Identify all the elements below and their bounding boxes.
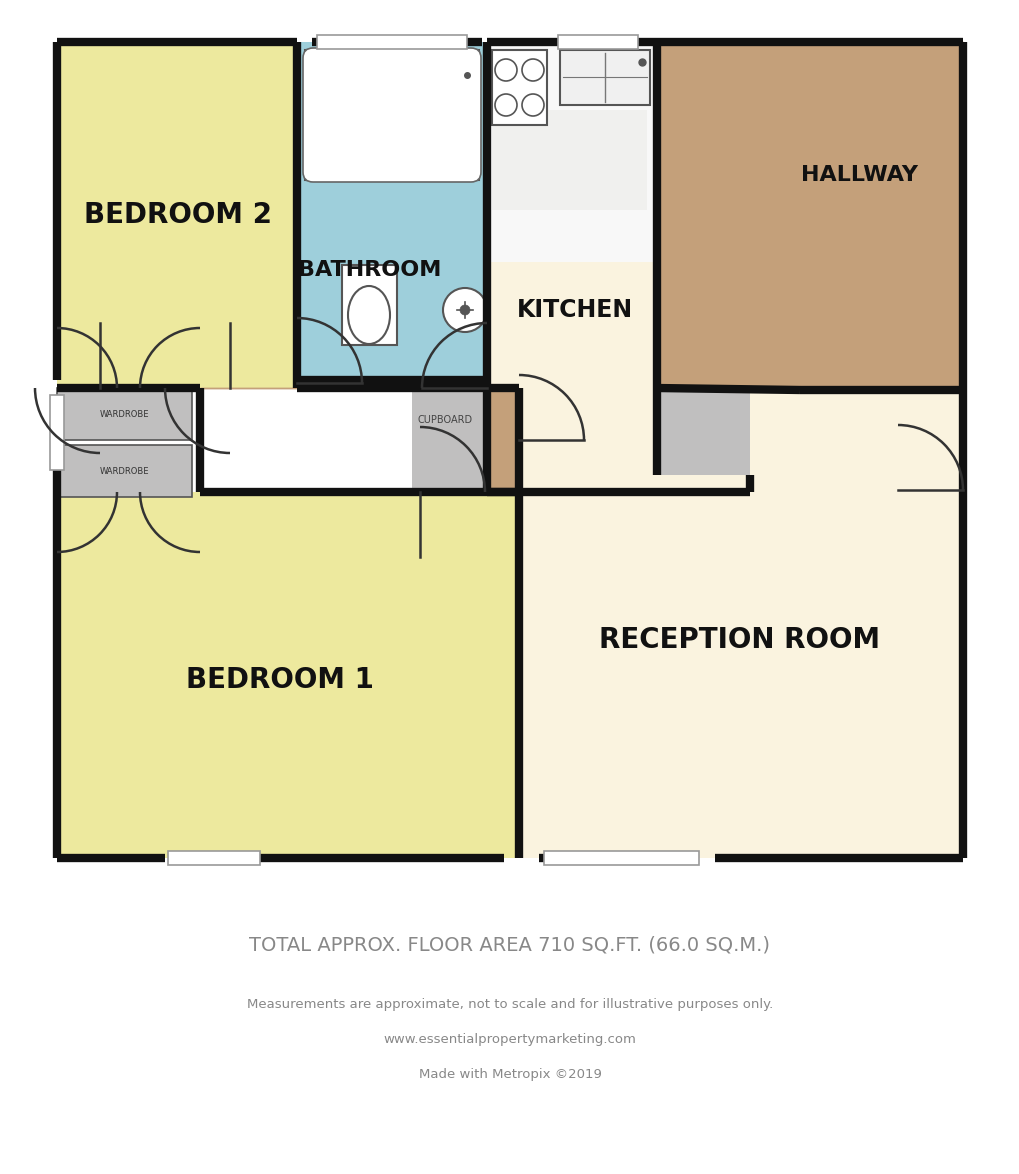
Text: WARDROBE: WARDROBE [99,410,149,418]
Bar [557,35,637,49]
Bar [297,42,486,380]
Bar [491,50,546,124]
Bar [519,390,962,858]
Bar [659,390,749,475]
Bar [57,492,519,858]
Polygon shape [200,380,519,492]
Text: CUPBOARD: CUPBOARD [417,414,472,425]
Bar [57,445,192,497]
Bar [317,35,467,49]
Bar [486,42,656,492]
Text: BEDROOM 2: BEDROOM 2 [84,201,272,229]
Text: WARDROBE: WARDROBE [99,466,149,475]
Bar [559,50,649,104]
Bar [168,851,260,865]
Bar [412,380,486,492]
Circle shape [460,305,470,315]
Circle shape [442,288,486,332]
Text: KITCHEN: KITCHEN [517,298,633,322]
Text: TOTAL APPROX. FLOOR AREA 710 SQ.FT. (66.0 SQ.M.): TOTAL APPROX. FLOOR AREA 710 SQ.FT. (66.… [250,936,769,954]
Bar [57,387,192,440]
Bar [486,42,656,262]
FancyBboxPatch shape [303,48,481,182]
Bar [50,394,64,470]
Bar [341,265,396,345]
Text: BEDROOM 1: BEDROOM 1 [185,666,374,694]
Ellipse shape [347,286,389,344]
Text: BATHROOM: BATHROOM [298,259,441,281]
Bar [543,851,698,865]
Text: Measurements are approximate, not to scale and for illustrative purposes only.: Measurements are approximate, not to sca… [247,999,772,1012]
Text: HALLWAY: HALLWAY [801,166,917,185]
Bar [305,50,479,180]
Bar [491,110,646,210]
Bar [57,42,297,387]
Text: www.essentialpropertymarketing.com: www.essentialpropertymarketing.com [383,1033,636,1046]
Text: Made with Metropix ©2019: Made with Metropix ©2019 [418,1068,601,1081]
Polygon shape [656,42,962,465]
Text: RECEPTION ROOM: RECEPTION ROOM [599,626,879,654]
